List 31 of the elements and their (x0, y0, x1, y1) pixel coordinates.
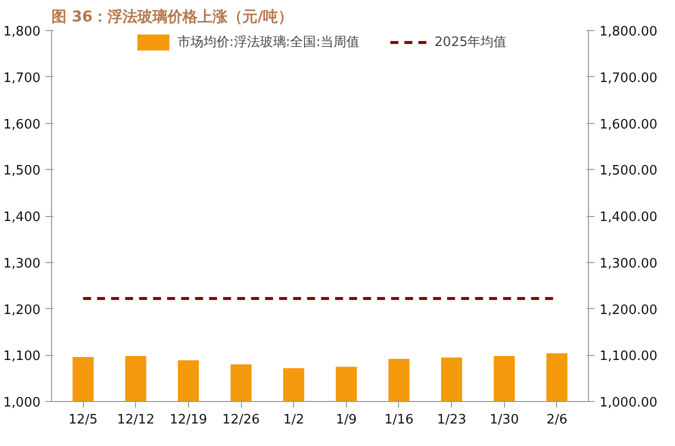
y-tick-label: 1,100 (3, 349, 40, 364)
x-tick-label: 12/19 (170, 412, 208, 428)
y2-tick-label: 1,800.00 (600, 24, 658, 40)
y2-tick-label: 1,200.00 (600, 302, 658, 318)
y2-tick-label: 1,500.00 (600, 164, 658, 179)
y2-tick-label: 1,300.00 (600, 256, 658, 272)
y-tick-label: 1,800 (3, 24, 40, 40)
y-tick-label: 1,700 (3, 70, 40, 86)
y-tick-label: 1,300 (3, 256, 40, 272)
y2-tick-label: 1,000.00 (600, 396, 658, 410)
y2-tick-label: 1,600.00 (600, 117, 658, 132)
y-tick-label: 1,000 (3, 396, 40, 410)
y-tick-label: 1,400 (3, 210, 40, 225)
x-tick-label: 12/12 (117, 412, 154, 428)
chart-title: 图 36：浮法玻璃价格上涨（元/吨） (52, 8, 294, 26)
x-tick-label: 1/9 (336, 412, 357, 428)
y-tick-label: 1,200 (3, 302, 40, 318)
y2-tick-label: 1,700.00 (600, 70, 658, 86)
x-tick-label: 1/2 (283, 412, 304, 428)
x-tick-label: 12/26 (222, 412, 260, 428)
x-tick-label: 1/23 (437, 412, 466, 428)
legend-label: 市场均价:浮法玻璃:全国:当周值 (177, 34, 360, 51)
legend-label: 2025年均值 (434, 34, 507, 51)
y-tick-label: 1,600 (3, 117, 40, 132)
x-tick-label: 1/16 (384, 412, 414, 428)
x-tick-label: 2/6 (546, 412, 568, 428)
y-tick-label: 1,500 (3, 164, 40, 179)
y2-tick-label: 1,400.00 (600, 210, 658, 225)
x-tick-label: 12/5 (68, 412, 98, 428)
x-tick-label: 1/30 (490, 412, 519, 428)
y2-tick-label: 1,100.00 (600, 349, 658, 364)
